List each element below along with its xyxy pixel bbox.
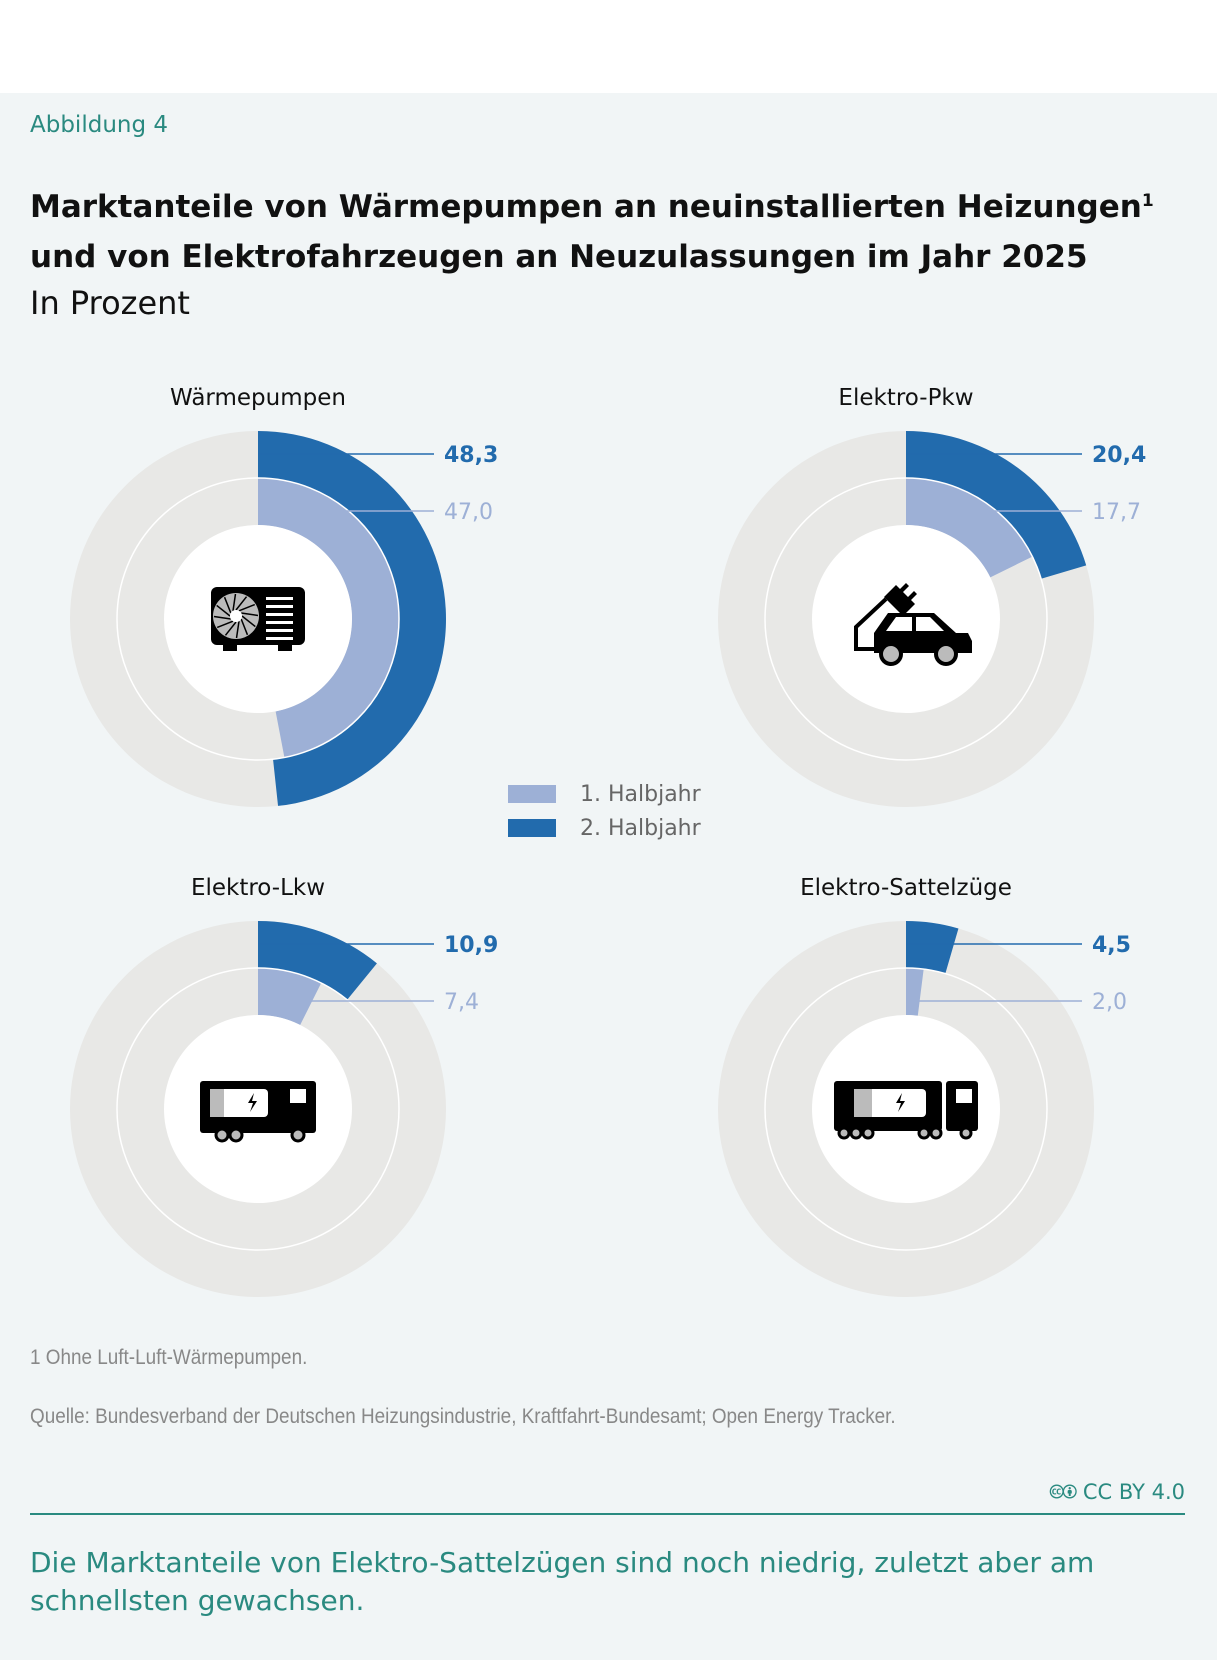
- donut-title: Elektro-Pkw: [838, 385, 973, 411]
- donut-title: Elektro-Sattelzüge: [800, 875, 1012, 901]
- ring-separator: [764, 967, 1048, 1251]
- data-label: 48,3: [444, 443, 498, 468]
- heat-pump-icon: [211, 587, 305, 651]
- legend-item-h2: 2. Halbjahr: [508, 811, 701, 845]
- license: 🅭🅯 CC BY 4.0: [1050, 1480, 1185, 1506]
- data-label: 47,0: [444, 500, 493, 525]
- electric-truck-icon: [200, 1081, 316, 1143]
- data-label: 20,4: [1092, 443, 1146, 468]
- figure-label: Abbildung 4: [30, 112, 169, 138]
- arc-1-halbjahr: [258, 478, 399, 758]
- donut-title: Elektro-Lkw: [191, 875, 325, 901]
- title-footnote-mark: 1: [1141, 191, 1154, 211]
- donut-chart-2: Elektro-Pkw 20,4 17,7: [718, 385, 1146, 807]
- title-line-2: und von Elektrofahrzeugen an Neuzulassun…: [30, 239, 1088, 275]
- donut-chart-1: Wärmepumpen 48,3 47,0: [70, 385, 498, 807]
- donut-title: Wärmepumpen: [170, 385, 346, 411]
- donut-chart-3: Elektro-Lkw 10,9 7,4: [70, 875, 498, 1297]
- arc-1-halbjahr: [258, 968, 322, 1025]
- electric-semi-truck-icon: [834, 1081, 978, 1140]
- ring-separator: [764, 477, 1048, 761]
- data-label: 2,0: [1092, 990, 1127, 1015]
- legend-label: 2. Halbjahr: [580, 815, 701, 841]
- ring-separator: [116, 967, 400, 1251]
- legend-swatch-h1: [508, 785, 556, 803]
- key-message: Die Marktanteile von Elektro-Sattelzügen…: [30, 1546, 1095, 1617]
- arc-1-halbjahr: [906, 968, 924, 1016]
- data-label: 17,7: [1092, 500, 1141, 525]
- legend-swatch-h2: [508, 819, 556, 837]
- arc-2-halbjahr: [258, 921, 377, 1000]
- data-label: 7,4: [444, 990, 479, 1015]
- legend-label: 1. Halbjahr: [580, 781, 701, 807]
- title-line-1: Marktanteile von Wärmepumpen an neuinsta…: [30, 189, 1142, 225]
- arc-1-halbjahr: [906, 478, 1033, 578]
- source: Quelle: Bundesverband der Deutschen Heiz…: [30, 1405, 896, 1428]
- donut-chart-4: Elektro-Sattelzüge 4,5 2,0: [718, 875, 1131, 1297]
- arc-2-halbjahr: [258, 431, 446, 806]
- chart-title: Marktanteile von Wärmepumpen an neuinsta…: [30, 182, 1200, 282]
- data-label: 10,9: [444, 933, 498, 958]
- cc-icon: 🅭🅯: [1050, 1480, 1077, 1504]
- footnote: 1 Ohne Luft-Luft-Wärmepumpen.: [30, 1346, 308, 1369]
- license-text: CC BY 4.0: [1082, 1480, 1185, 1504]
- figure-panel: [0, 93, 1217, 1660]
- data-label: 4,5: [1092, 933, 1131, 958]
- arc-2-halbjahr: [906, 921, 959, 974]
- legend-item-h1: 1. Halbjahr: [508, 777, 701, 811]
- divider: [30, 1513, 1185, 1515]
- ring-separator: [116, 477, 400, 761]
- arc-2-halbjahr: [906, 431, 1087, 579]
- legend: 1. Halbjahr 2. Halbjahr: [508, 777, 701, 845]
- chart-subtitle: In Prozent: [30, 284, 190, 322]
- electric-car-icon: [854, 583, 972, 666]
